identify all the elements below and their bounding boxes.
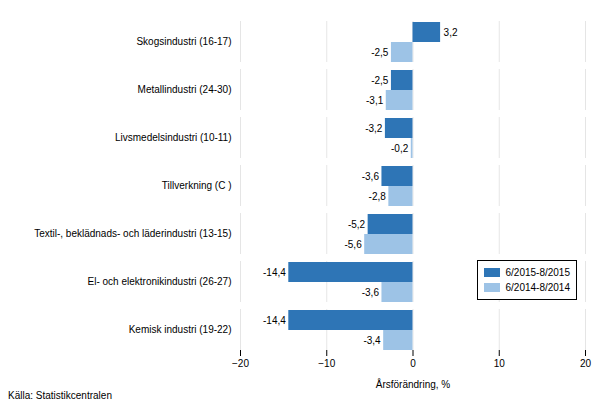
svg-text:-3,6: -3,6 (362, 287, 380, 298)
svg-text:Livsmedelsindustri (10-11): Livsmedelsindustri (10-11) (115, 132, 232, 143)
svg-text:-14,4: -14,4 (263, 315, 286, 326)
svg-text:Metallindustri (24-30): Metallindustri (24-30) (138, 84, 232, 95)
svg-text:-0,2: -0,2 (391, 143, 409, 154)
svg-text:-2,8: -2,8 (369, 191, 387, 202)
svg-text:-3,2: -3,2 (365, 123, 383, 134)
svg-text:-3,1: -3,1 (366, 95, 384, 106)
html-text:6/2015-8/2015: 6/2015-8/2015 (505, 267, 570, 278)
svg-text:-3,4: -3,4 (363, 335, 381, 346)
svg-text:Skogsindustri (16-17): Skogsindustri (16-17) (136, 36, 231, 47)
svg-text:Textil-, beklädnads- och läder: Textil-, beklädnads- och läderindustri (… (34, 228, 231, 239)
svg-text:20: 20 (580, 358, 592, 369)
svg-text:Tillverkning (C ): Tillverkning (C ) (162, 180, 232, 191)
svg-text:-2,5: -2,5 (371, 75, 389, 86)
svg-text:3,2: 3,2 (444, 27, 458, 38)
html-text:6/2014-8/2014: 6/2014-8/2014 (505, 282, 570, 293)
svg-text:-5,2: -5,2 (348, 219, 366, 230)
svg-text:-5,6: -5,6 (344, 239, 362, 250)
svg-text:0: 0 (410, 358, 416, 369)
svg-text:−10: −10 (318, 358, 335, 369)
svg-text:-2,5: -2,5 (371, 47, 389, 58)
svg-text:10: 10 (494, 358, 506, 369)
svg-text:-14,4: -14,4 (263, 267, 286, 278)
svg-text:Årsförändring, %: Årsförändring, % (376, 378, 451, 390)
svg-text:-3,6: -3,6 (362, 171, 380, 182)
svg-text:−20: −20 (232, 358, 249, 369)
svg-text:Kemisk industri (19-22): Kemisk industri (19-22) (129, 324, 232, 335)
html-text:Källa: Statistikcentralen: Källa: Statistikcentralen (8, 390, 112, 401)
svg-text:El- och elektronikindustri (26: El- och elektronikindustri (26-27) (88, 276, 232, 287)
